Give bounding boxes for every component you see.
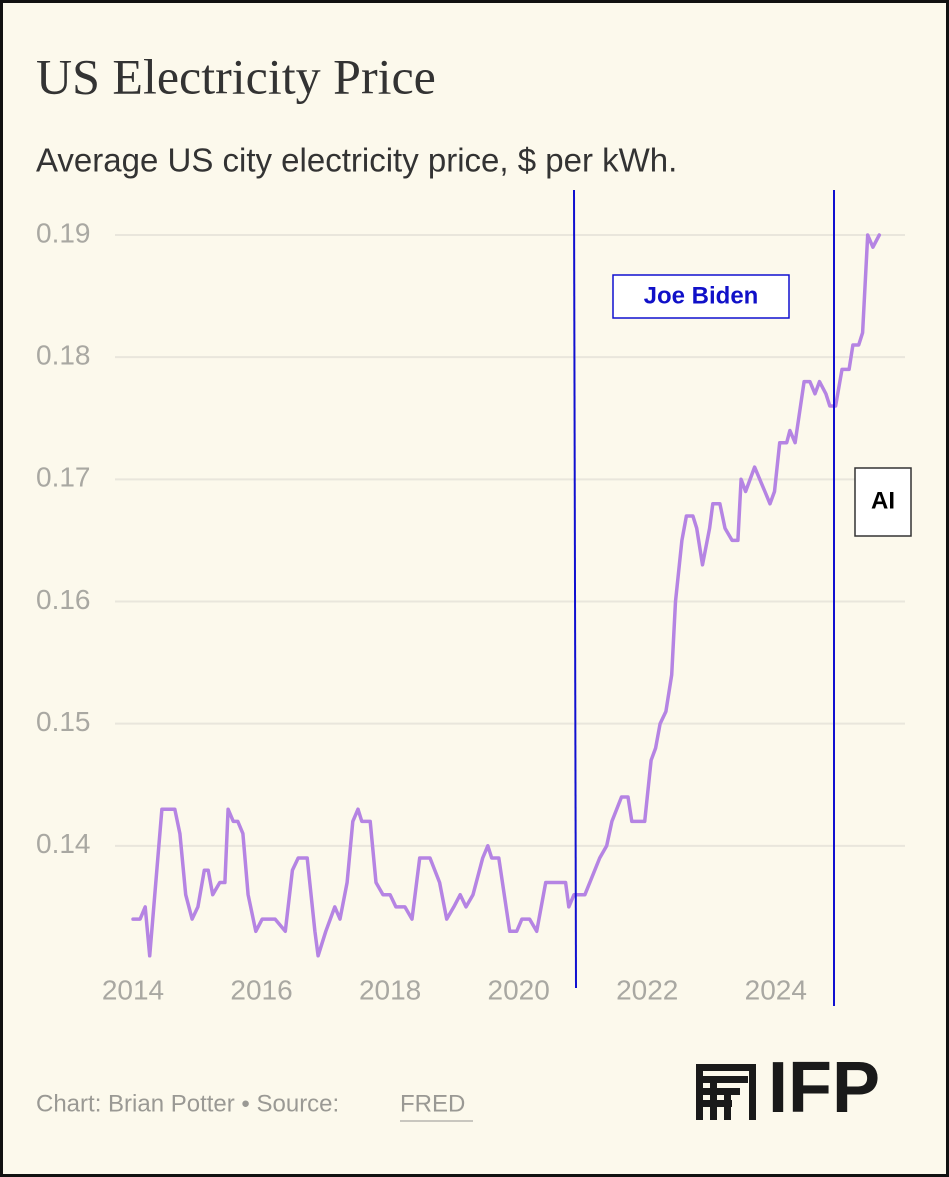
annotation-box xyxy=(612,274,790,319)
y-tick-label: 0.15 xyxy=(36,706,91,737)
chart-subtitle: Average US city electricity price, $ per… xyxy=(36,142,677,179)
plot-area: 0.14 0.15 0.16 0.17 0.18 0.19 2014 2016 2018 2020… xyxy=(36,217,905,1005)
annotation-box xyxy=(854,467,912,537)
y-tick-label: 0.19 xyxy=(36,217,91,248)
y-tick-label: 0.17 xyxy=(36,462,91,493)
y-tick-label: 0.18 xyxy=(36,340,91,371)
annotation-label: Joe Biden xyxy=(644,282,759,309)
source-link[interactable]: FRED xyxy=(400,1090,465,1117)
y-tick-label: 0.14 xyxy=(36,828,91,859)
data-line xyxy=(131,233,882,958)
credit: Chart: Brian Potter • Source: xyxy=(36,1090,339,1117)
x-tick-label: 2014 xyxy=(102,974,164,1005)
x-tick-label: 2022 xyxy=(616,974,678,1005)
x-tick-label: 2018 xyxy=(359,974,421,1005)
annotation-label: AI xyxy=(871,487,895,514)
x-tick-label: 2016 xyxy=(230,974,292,1005)
annotation-line xyxy=(573,189,577,989)
logo-icon xyxy=(696,1064,756,1120)
chart-title: US Electricity Price xyxy=(36,48,436,104)
y-tick-label: 0.16 xyxy=(36,584,91,615)
x-tick-label: 2024 xyxy=(745,974,807,1005)
x-tick-label: 2020 xyxy=(488,974,550,1005)
logo-text: IFP xyxy=(768,1048,880,1128)
